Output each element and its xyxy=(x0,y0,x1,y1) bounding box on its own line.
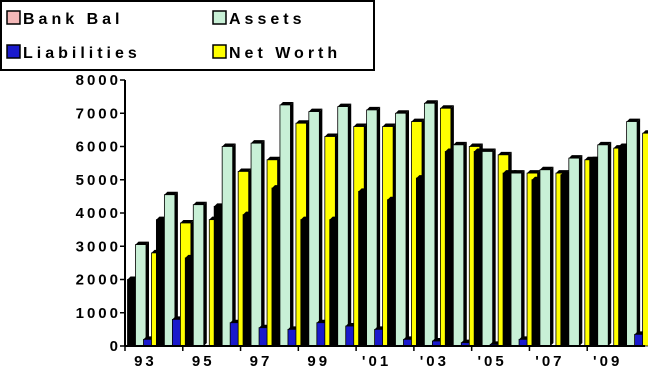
legend-label: Bank Bal xyxy=(23,11,123,28)
y-tick-label: 3000 xyxy=(76,238,121,255)
bar-assets xyxy=(250,142,262,347)
bar-assets xyxy=(452,144,465,347)
bar-top xyxy=(279,101,294,105)
bar-top xyxy=(482,148,496,152)
bar-side xyxy=(319,108,323,347)
bar-top xyxy=(238,168,252,172)
bar-top xyxy=(251,140,265,144)
bar-side xyxy=(232,143,236,346)
legend-frame xyxy=(0,0,375,71)
x-tick-label: '01 xyxy=(362,353,391,368)
legend-label: Net Worth xyxy=(229,45,341,62)
bar-top xyxy=(324,133,339,137)
bars xyxy=(127,100,648,347)
x-tick-label: '09 xyxy=(593,353,622,368)
bar-top xyxy=(511,170,525,174)
bar-top xyxy=(642,130,648,134)
y-tick-label: 7000 xyxy=(76,105,121,122)
y-tick-label: 1000 xyxy=(76,305,121,322)
bar-side xyxy=(434,100,438,347)
bar-top xyxy=(527,170,541,174)
x-tick-label: 95 xyxy=(192,353,215,368)
bar-assets xyxy=(423,102,436,347)
y-tick-label: 8000 xyxy=(76,72,121,89)
legend-swatch xyxy=(212,44,227,59)
bar-top xyxy=(453,141,467,145)
bar-side xyxy=(406,110,409,346)
y-tick-label: 0 xyxy=(110,338,121,355)
x-tick-label: 99 xyxy=(307,353,330,368)
bar-top xyxy=(222,143,236,147)
legend-swatch xyxy=(6,10,21,25)
bar-top xyxy=(469,143,483,147)
bar-assets xyxy=(395,112,407,347)
y-tick-label: 6000 xyxy=(76,139,121,156)
bar-assets xyxy=(221,146,234,347)
legend-swatch xyxy=(6,44,21,59)
bar-top xyxy=(366,106,381,110)
legend-label: Liabilities xyxy=(23,45,141,62)
bar-assets xyxy=(481,151,494,347)
bar-top xyxy=(308,108,323,112)
bar-assets xyxy=(568,157,580,347)
bar-side xyxy=(146,241,149,346)
x-tick-label: 97 xyxy=(250,353,273,368)
x-tick-label: 93 xyxy=(134,353,157,368)
legend: Bank Bal Assets Liabilities Net Worth xyxy=(0,0,375,71)
bar-assets xyxy=(539,169,551,347)
bar-top xyxy=(440,105,454,109)
bar-top xyxy=(424,100,438,104)
bar-top xyxy=(626,118,641,122)
y-tick-label: 4000 xyxy=(76,205,121,222)
bar-net-worth xyxy=(642,132,648,347)
bar-top xyxy=(498,151,512,155)
x-tick-label: '07 xyxy=(535,353,564,368)
bar-side xyxy=(637,118,641,346)
bar-top xyxy=(267,156,281,160)
x-axis: 93 95 97 99 '01 '03 '05 '07 '09 xyxy=(124,345,645,368)
bar-side xyxy=(174,191,178,346)
bar-top xyxy=(539,166,554,170)
bar-top xyxy=(353,123,368,127)
y-tick-label: 5000 xyxy=(76,172,121,189)
bar-assets xyxy=(279,104,291,347)
bar-side xyxy=(290,101,294,346)
bar-side xyxy=(521,170,525,346)
bar-assets xyxy=(135,244,147,347)
bar-top xyxy=(411,118,425,122)
bar-side xyxy=(348,103,352,346)
bar-side xyxy=(203,201,207,346)
legend-swatch xyxy=(212,10,227,25)
bar-side xyxy=(579,155,583,346)
bar-top xyxy=(180,219,194,223)
bar-assets xyxy=(626,121,638,347)
bar-top xyxy=(597,141,612,145)
legend-label: Assets xyxy=(229,11,305,28)
bar-assets xyxy=(597,144,609,347)
bar-assets xyxy=(366,109,378,347)
bar-side xyxy=(608,141,612,346)
y-tick-label: 2000 xyxy=(76,272,121,289)
bar-assets xyxy=(337,106,349,347)
bar-assets xyxy=(308,111,320,347)
bar-top xyxy=(568,155,583,159)
bar-assets xyxy=(192,204,205,347)
bar-side xyxy=(377,106,381,346)
bar-side xyxy=(463,141,467,346)
bar-top xyxy=(193,201,207,205)
bar-top xyxy=(395,110,409,114)
x-tick-label: '05 xyxy=(477,353,506,368)
bar-top xyxy=(295,120,310,124)
bar-top xyxy=(164,191,178,195)
bar-side xyxy=(261,140,265,346)
bar-assets xyxy=(510,172,522,347)
bar-side xyxy=(492,148,496,346)
y-axis: 0 1000 2000 3000 4000 5000 6000 7000 8000 xyxy=(76,72,126,355)
bar-side xyxy=(550,166,554,346)
bar-top xyxy=(135,241,149,245)
x-tick-label: '03 xyxy=(420,353,449,368)
bar-top xyxy=(382,123,397,127)
bar-top xyxy=(337,103,352,107)
